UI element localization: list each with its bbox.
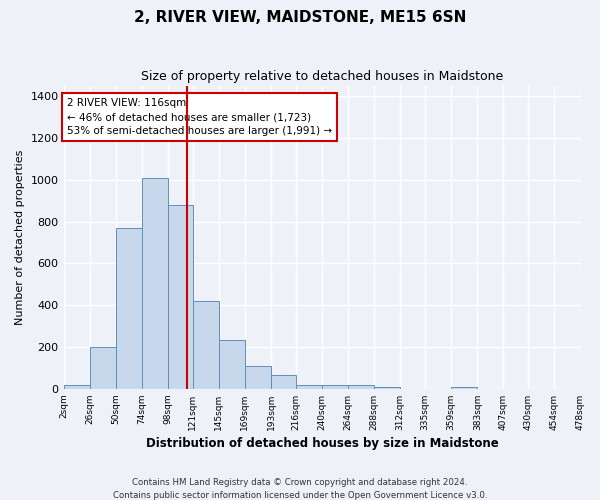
Y-axis label: Number of detached properties: Number of detached properties [15, 150, 25, 325]
Bar [374, 386, 400, 389]
Bar [219, 340, 245, 389]
Bar [89, 347, 116, 389]
Bar [322, 385, 348, 389]
Bar [142, 178, 168, 389]
Text: 2 RIVER VIEW: 116sqm
← 46% of detached houses are smaller (1,723)
53% of semi-de: 2 RIVER VIEW: 116sqm ← 46% of detached h… [67, 98, 332, 136]
Bar [296, 384, 322, 389]
Bar [271, 375, 296, 389]
Title: Size of property relative to detached houses in Maidstone: Size of property relative to detached ho… [141, 70, 503, 83]
Bar [193, 301, 219, 389]
Bar [168, 205, 193, 389]
Bar [64, 384, 89, 389]
Bar [451, 387, 478, 389]
Bar [245, 366, 271, 389]
Bar [348, 385, 374, 389]
Text: Contains HM Land Registry data © Crown copyright and database right 2024.
Contai: Contains HM Land Registry data © Crown c… [113, 478, 487, 500]
Bar [116, 228, 142, 389]
Text: 2, RIVER VIEW, MAIDSTONE, ME15 6SN: 2, RIVER VIEW, MAIDSTONE, ME15 6SN [134, 10, 466, 25]
X-axis label: Distribution of detached houses by size in Maidstone: Distribution of detached houses by size … [146, 437, 499, 450]
